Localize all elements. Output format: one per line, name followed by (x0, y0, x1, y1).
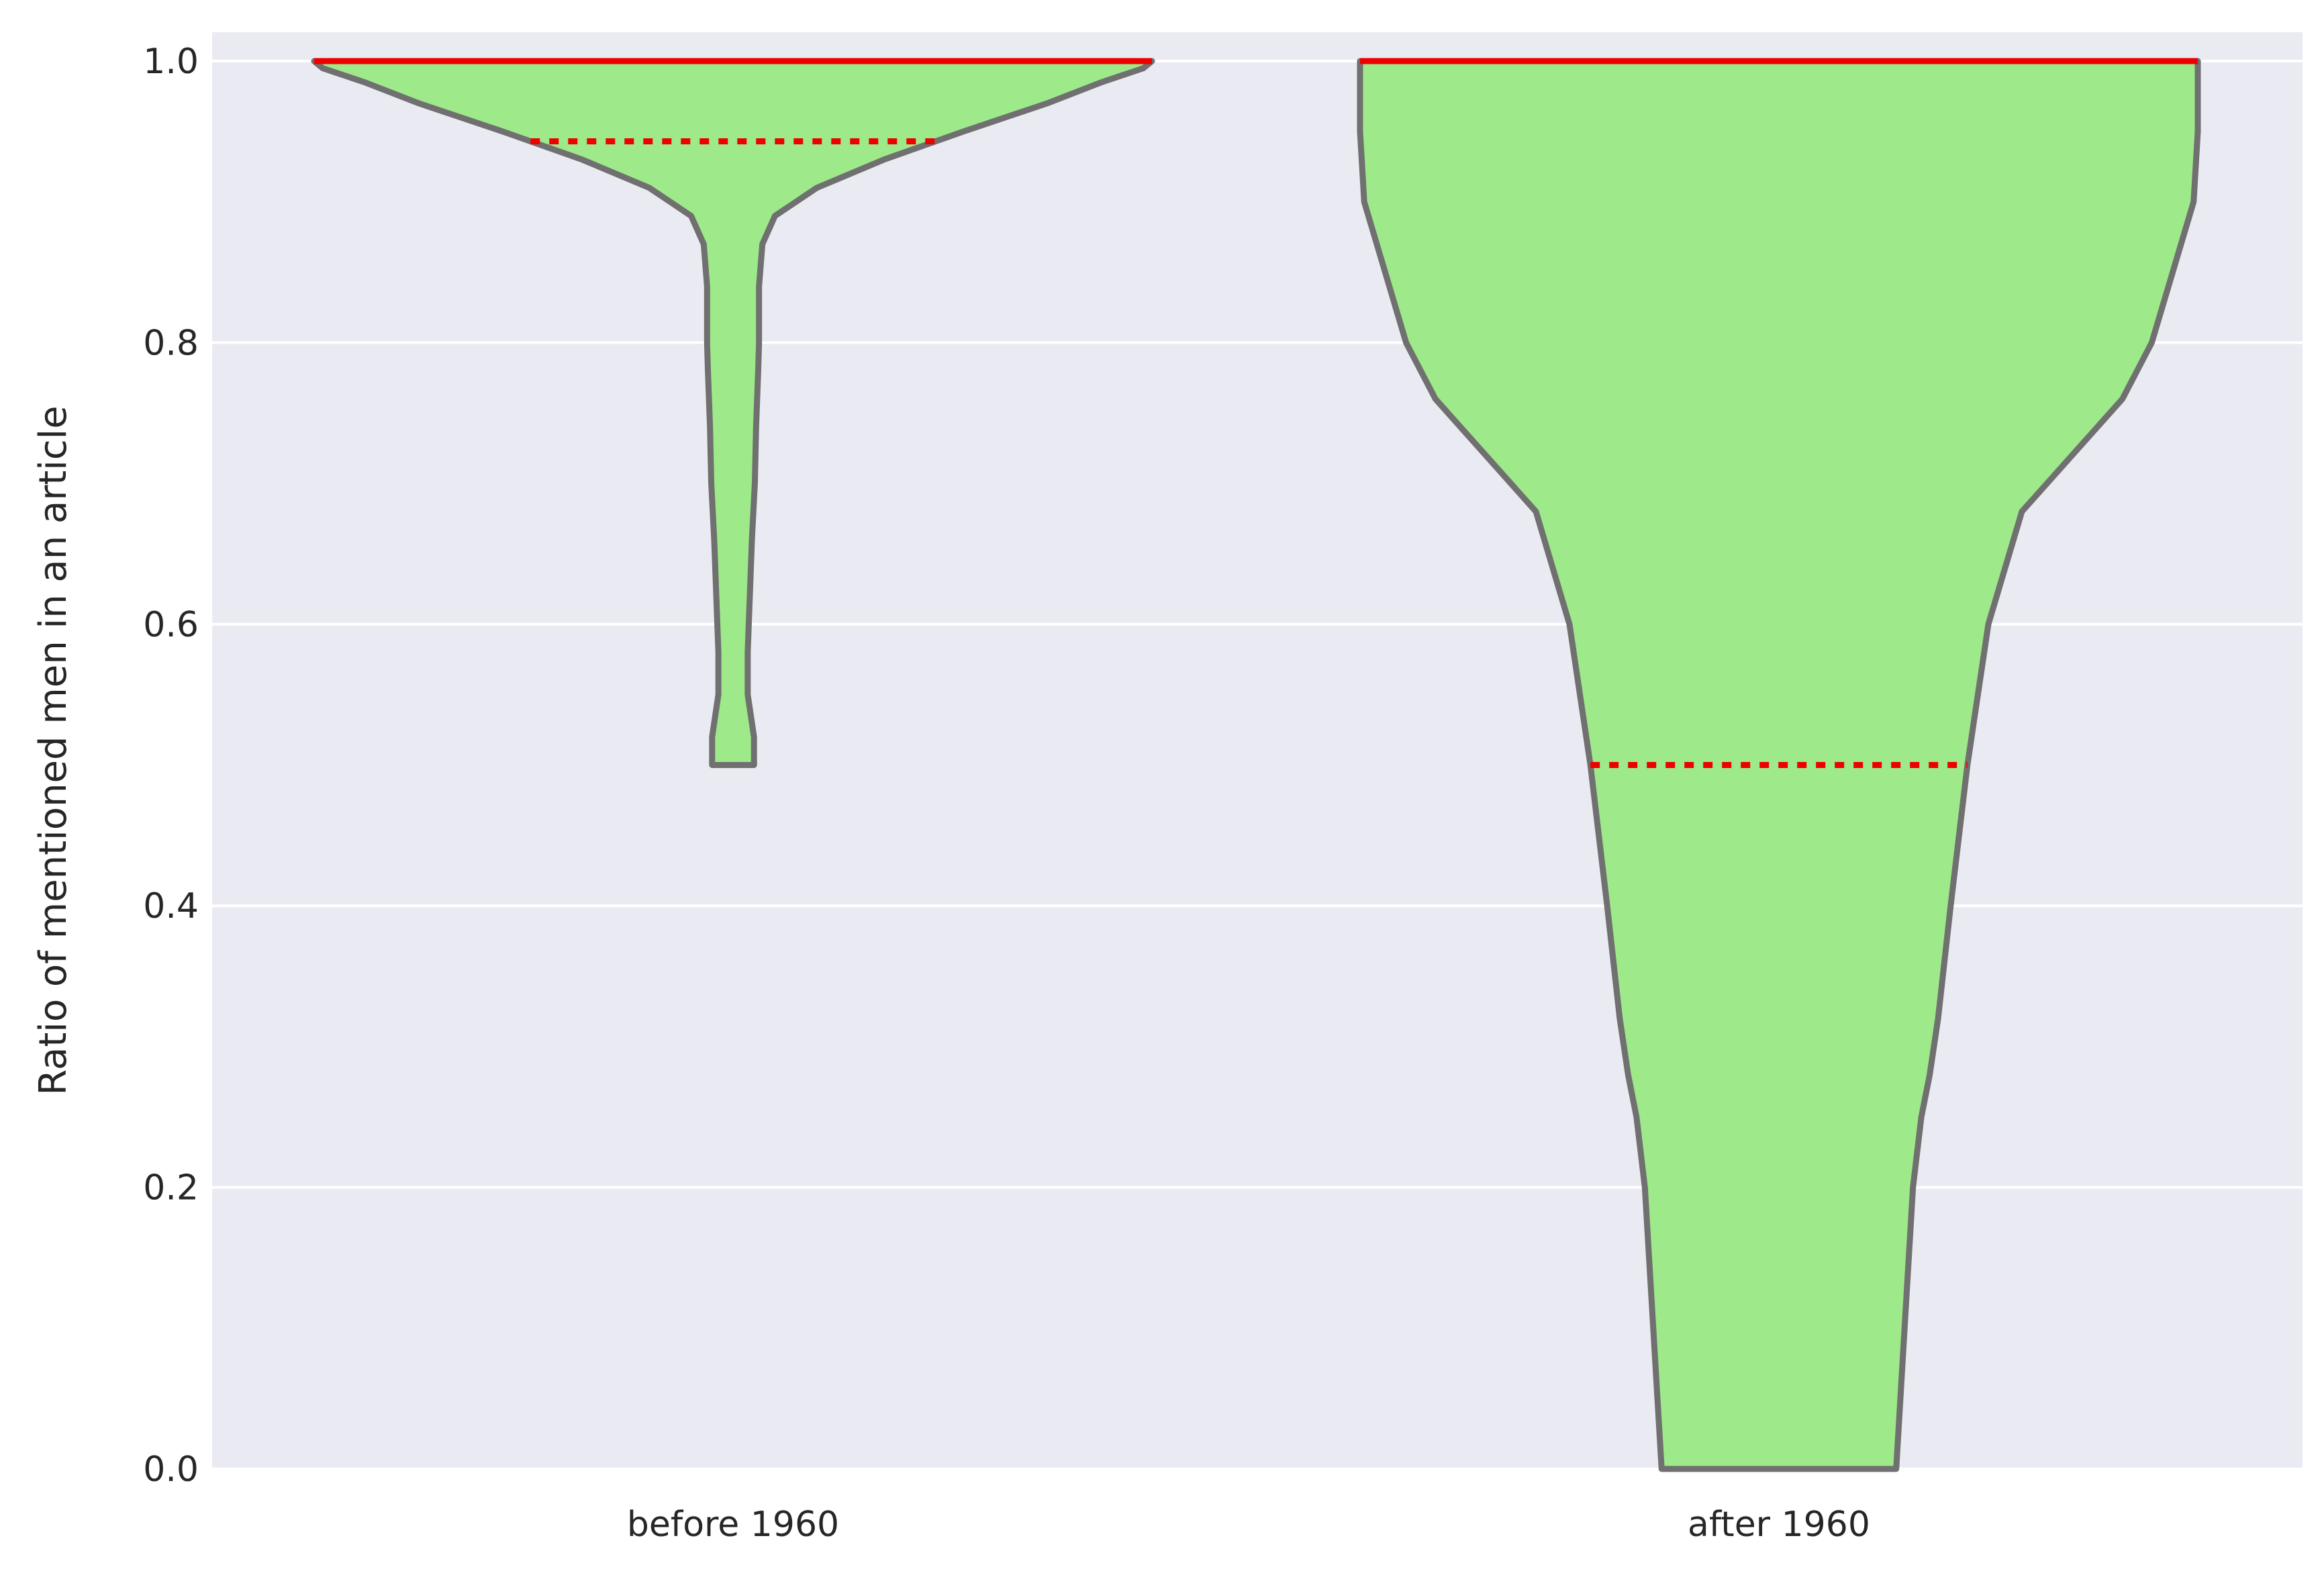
y-tick-label: 0.0 (143, 1449, 199, 1490)
y-tick-label: 0.4 (143, 886, 199, 926)
x-axis-ticks: before 1960 after 1960 (627, 1505, 1870, 1545)
y-tick-label: 0.8 (143, 323, 199, 363)
x-tick-label: after 1960 (1688, 1505, 1870, 1545)
y-tick-label: 0.2 (143, 1168, 199, 1208)
y-tick-label: 0.6 (143, 605, 199, 645)
y-axis-ticks: 0.0 0.2 0.4 0.6 0.8 1.0 (143, 42, 199, 1490)
y-axis-label: Ratio of mentioned men in an article (32, 405, 75, 1095)
x-tick-label: before 1960 (627, 1505, 839, 1545)
y-tick-label: 1.0 (143, 42, 199, 82)
violins (311, 58, 2201, 1472)
